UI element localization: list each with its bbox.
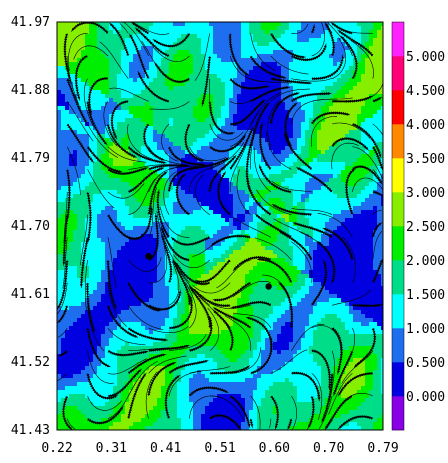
colorbar-swatch <box>392 294 404 329</box>
y-tick-label: 41.52 <box>11 355 50 370</box>
colorbar-swatch <box>392 396 404 431</box>
y-tick-label: 41.70 <box>11 219 50 234</box>
colorbar-label: 5.000 <box>406 50 445 65</box>
x-tick-label: 0.60 <box>259 441 290 456</box>
colorbar-swatch <box>392 22 404 57</box>
colorbar-swatch <box>392 90 404 125</box>
colorbar-swatch <box>392 362 404 397</box>
x-axis: 0.22 0.31 0.41 0.51 0.60 0.70 0.79 <box>41 441 398 456</box>
y-tick-label: 41.88 <box>11 83 50 98</box>
colorbar-swatch <box>392 56 404 91</box>
colorbar-label: 1.000 <box>406 322 445 337</box>
y-axis: 41.97 41.88 41.79 41.70 41.61 41.52 41.43 <box>11 15 50 438</box>
colorbar: 0.000 0.500 1.000 1.500 2.000 2.500 3.000 3.500… <box>391 21 445 431</box>
streamlines <box>57 22 383 430</box>
colorbar-swatch <box>392 124 404 159</box>
contour-field <box>57 22 383 430</box>
colorbar-label: 2.000 <box>406 254 445 269</box>
colorbar-label: 3.000 <box>406 186 445 201</box>
colorbar-label: 0.000 <box>406 390 445 405</box>
y-tick-label: 41.43 <box>11 423 50 438</box>
x-tick-label: 0.70 <box>313 441 344 456</box>
plot-frame <box>56 21 384 431</box>
colorbar-label: 4.500 <box>406 84 445 99</box>
colorbar-swatch <box>392 328 404 363</box>
x-tick-label: 0.22 <box>41 441 72 456</box>
markers <box>145 253 272 290</box>
x-tick-label: 0.51 <box>204 441 235 456</box>
x-tick-label: 0.31 <box>96 441 127 456</box>
colorbar-label: 1.500 <box>406 288 445 303</box>
y-tick-label: 41.79 <box>11 151 50 166</box>
colorbar-label: 0.500 <box>406 356 445 371</box>
x-tick-label: 0.41 <box>150 441 181 456</box>
marker-point <box>265 283 272 290</box>
y-tick-label: 41.61 <box>11 287 50 302</box>
colorbar-swatch <box>392 260 404 295</box>
colorbar-label: 2.500 <box>406 220 445 235</box>
colorbar-swatch <box>392 192 404 227</box>
marker-point <box>145 253 152 260</box>
colorbar-label: 3.500 <box>406 152 445 167</box>
x-tick-label: 0.79 <box>367 441 398 456</box>
colorbar-label: 4.000 <box>406 118 445 133</box>
colorbar-swatch <box>392 158 404 193</box>
colorbar-swatch <box>392 226 404 261</box>
y-tick-label: 41.97 <box>11 15 50 30</box>
